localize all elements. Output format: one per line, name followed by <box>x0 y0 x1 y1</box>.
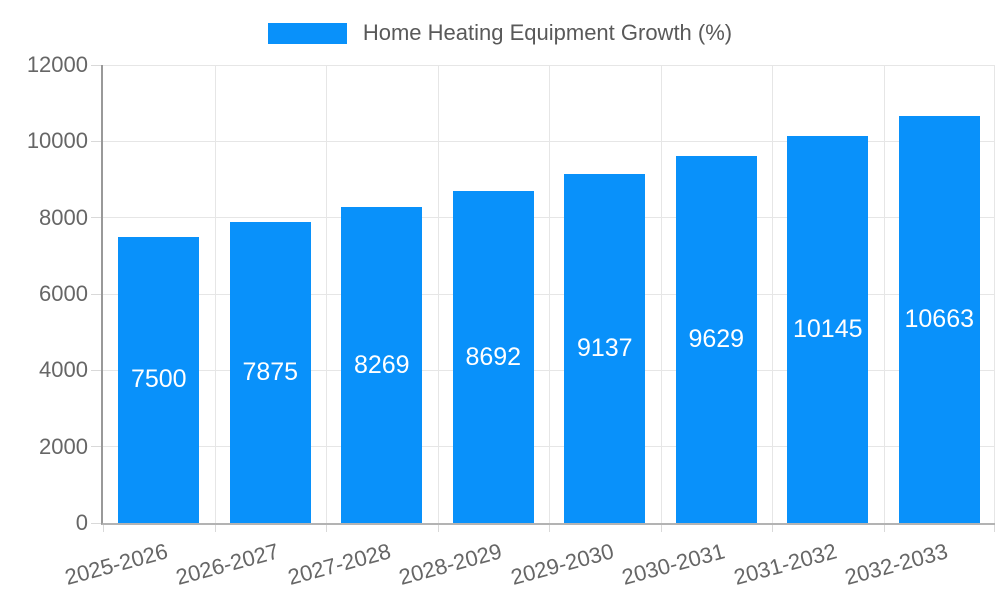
y-tick-mark <box>91 446 101 448</box>
v-gridline <box>437 65 439 523</box>
bar-value-label: 8269 <box>353 350 410 379</box>
x-tick-mark <box>772 525 773 532</box>
bar-2028-2029[interactable]: 8692 <box>452 191 534 523</box>
bar-value-label: 9629 <box>688 324 745 353</box>
x-axis-tick-label: 2025-2026 <box>61 538 170 590</box>
bar-2032-2033[interactable]: 10663 <box>898 116 980 523</box>
x-axis-tick-label: 2027-2028 <box>284 538 393 590</box>
y-axis-tick-label: 10000 <box>26 128 88 154</box>
bar-2031-2032[interactable]: 10145 <box>787 135 869 523</box>
legend-label: Home Heating Equipment Growth (%) <box>362 20 733 45</box>
bar-value-label: 8692 <box>465 342 522 371</box>
plot-area: 7500 7875 8269 8692 9137 9629 10145 10663 <box>91 64 995 532</box>
v-gridline <box>772 65 773 523</box>
v-gridline <box>883 65 885 523</box>
y-tick-mark <box>91 293 101 295</box>
y-tick-mark <box>91 369 101 371</box>
y-axis-tick-label: 4000 <box>39 357 88 383</box>
bar-2027-2028[interactable]: 8269 <box>341 207 423 523</box>
bar-2026-2027[interactable]: 7875 <box>229 222 311 523</box>
legend-swatch <box>267 22 347 44</box>
y-axis-tick-label: 6000 <box>39 281 88 306</box>
y-axis-tick-label: 8000 <box>39 204 88 230</box>
bar-value-label: 10663 <box>904 305 975 334</box>
x-axis-tick-label: 2030-2031 <box>619 538 728 590</box>
v-gridline <box>660 65 662 523</box>
legend[interactable]: Home Heating Equipment Growth (%) <box>0 20 1000 46</box>
x-tick-mark <box>437 525 439 532</box>
bar-value-label: 9137 <box>576 334 633 363</box>
x-axis-tick-label: 2028-2029 <box>396 538 505 590</box>
v-gridline <box>549 65 550 523</box>
bar-value-label: 7875 <box>242 358 299 387</box>
v-gridline <box>326 65 327 523</box>
y-tick-mark <box>91 64 101 66</box>
y-tick-mark <box>91 140 101 142</box>
y-axis-tick-label: 2000 <box>39 433 88 459</box>
x-axis-tick-label: 2026-2027 <box>173 538 282 590</box>
v-gridline <box>994 65 995 523</box>
bar-2030-2031[interactable]: 9629 <box>675 155 757 523</box>
bar-2029-2030[interactable]: 9137 <box>564 174 646 523</box>
x-tick-mark <box>214 525 216 532</box>
v-gridline <box>214 65 216 523</box>
x-axis-tick-label: 2031-2032 <box>730 538 839 590</box>
y-tick-mark <box>91 217 101 219</box>
x-tick-mark <box>660 525 662 532</box>
bar-value-label: 10145 <box>792 314 863 343</box>
y-axis-tick-label: 0 <box>75 510 88 535</box>
y-axis-tick-label: 12000 <box>26 52 88 77</box>
y-tick-mark <box>91 522 101 524</box>
bar-2025-2026[interactable]: 7500 <box>118 236 200 523</box>
x-tick-mark <box>549 525 550 532</box>
x-tick-mark <box>883 525 885 532</box>
x-tick-mark <box>326 525 327 532</box>
bar-value-label: 7500 <box>130 365 187 394</box>
x-axis-tick-label: 2032-2033 <box>842 538 951 590</box>
x-tick-mark <box>103 525 104 532</box>
x-tick-mark <box>994 525 995 532</box>
x-axis-tick-label: 2029-2030 <box>507 538 616 590</box>
